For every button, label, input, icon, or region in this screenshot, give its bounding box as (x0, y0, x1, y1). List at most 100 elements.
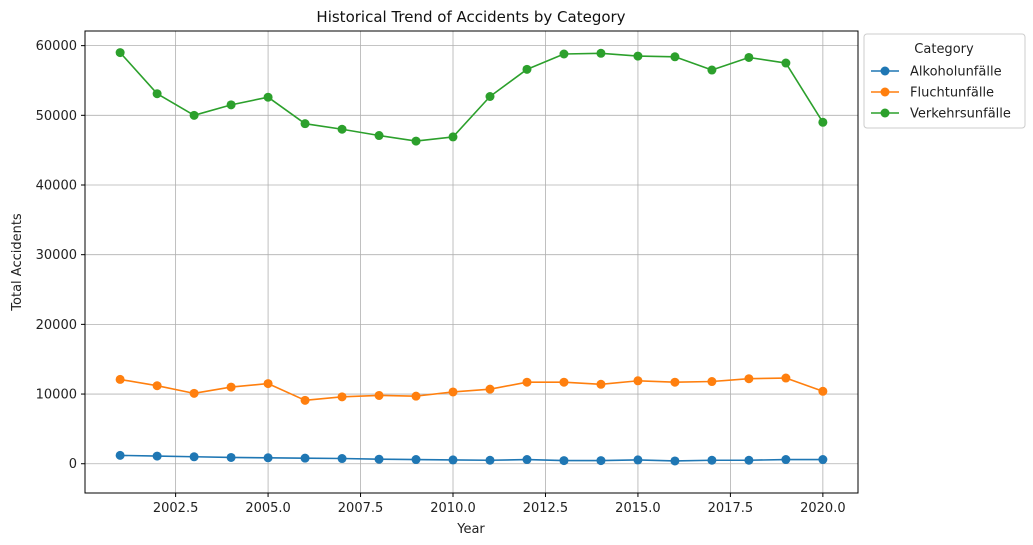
x-axis-title: Year (456, 522, 485, 537)
x-tick-label: 2002.5 (153, 501, 199, 516)
data-point (781, 373, 791, 383)
data-point (744, 374, 754, 384)
data-point (189, 452, 199, 462)
series-1 (115, 450, 828, 466)
data-point (596, 456, 606, 466)
data-point (152, 451, 162, 461)
data-point (226, 382, 236, 392)
x-axis: 2002.5 2005.0 2007.5 2010.0 2012.5 2015.0 2017… (153, 493, 846, 516)
data-point (300, 395, 310, 405)
data-point (226, 100, 236, 110)
x-tick-label: 2017.5 (708, 501, 754, 516)
x-tick-label: 2020.0 (800, 501, 846, 516)
legend-label: Verkehrsunfälle (910, 107, 1011, 122)
data-point (559, 377, 569, 387)
data-point (337, 454, 347, 464)
data-point (633, 51, 643, 61)
data-point (374, 454, 384, 464)
data-point (485, 92, 495, 102)
data-point (707, 65, 717, 75)
legend: Category Alkoholunfälle Fluchtunfälle Verk… (863, 33, 1026, 129)
legend-item: Verkehrsunfälle (871, 107, 1011, 122)
data-point (633, 455, 643, 465)
chart-title: Historical Trend of Accidents by Categor… (316, 8, 625, 26)
data-point (744, 455, 754, 465)
data-point (670, 52, 680, 62)
data-point (411, 455, 421, 465)
y-tick-label: 60000 (36, 39, 77, 54)
data-point (411, 136, 421, 146)
data-point (152, 381, 162, 391)
legend-marker (880, 87, 890, 97)
x-tick-label: 2010.0 (430, 501, 476, 516)
data-point (263, 92, 273, 102)
data-point (115, 450, 125, 460)
legend-marker (880, 66, 890, 76)
data-point (744, 52, 754, 62)
data-point (374, 131, 384, 141)
data-point (781, 58, 791, 68)
data-point (485, 455, 495, 465)
data-point (337, 392, 347, 402)
data-point (300, 453, 310, 463)
data-point (522, 64, 532, 74)
legend-item: Fluchtunfälle (871, 86, 994, 101)
series-3 (115, 48, 828, 146)
data-point (448, 387, 458, 397)
data-point (707, 377, 717, 387)
y-tick-label: 10000 (36, 388, 77, 403)
data-point (707, 455, 717, 465)
y-tick-label: 50000 (36, 109, 77, 124)
data-point (670, 456, 680, 466)
series-line (119, 52, 824, 142)
data-point (189, 110, 199, 120)
data-point (411, 391, 421, 401)
data-point (485, 384, 495, 394)
legend-items: Alkoholunfälle Fluchtunfälle Verkehrsunfäl… (871, 65, 1011, 122)
data-point (670, 377, 680, 387)
y-tick-label: 30000 (36, 248, 77, 263)
data-point (522, 455, 532, 465)
y-tick-label: 40000 (36, 179, 77, 194)
data-point (337, 124, 347, 134)
data-point (633, 376, 643, 386)
legend-label: Fluchtunfälle (910, 86, 994, 101)
series-line (120, 454, 823, 462)
data-point (818, 455, 828, 465)
y-tick-label: 0 (69, 457, 77, 472)
data-point (559, 456, 569, 466)
series-layer (115, 48, 828, 466)
data-point (226, 452, 236, 462)
legend-item: Alkoholunfälle (871, 65, 1002, 80)
data-point (781, 455, 791, 465)
y-tick-label: 20000 (36, 318, 77, 333)
x-tick-label: 2015.0 (615, 501, 661, 516)
legend-title: Category (914, 42, 974, 57)
data-point (522, 377, 532, 387)
data-point (300, 119, 310, 129)
data-point (189, 388, 199, 398)
data-point (818, 386, 828, 396)
series-2 (115, 373, 828, 405)
y-axis: 0 10000 20000 30000 40000 50000 60000 (36, 39, 85, 472)
grid (85, 31, 858, 493)
data-point (263, 453, 273, 463)
legend-box (863, 33, 1026, 129)
data-point (818, 117, 828, 127)
y-axis-title: Total Accidents (10, 213, 25, 312)
series-line (120, 377, 824, 402)
legend-marker (880, 108, 890, 118)
data-point (448, 455, 458, 465)
data-point (115, 48, 125, 58)
data-point (448, 132, 458, 142)
data-point (115, 374, 125, 384)
plot-frame (84, 30, 859, 494)
data-point (152, 89, 162, 99)
x-tick-label: 2007.5 (338, 501, 384, 516)
data-point (263, 379, 273, 389)
data-point (596, 48, 606, 58)
legend-label: Alkoholunfälle (910, 65, 1002, 80)
data-point (374, 390, 384, 400)
